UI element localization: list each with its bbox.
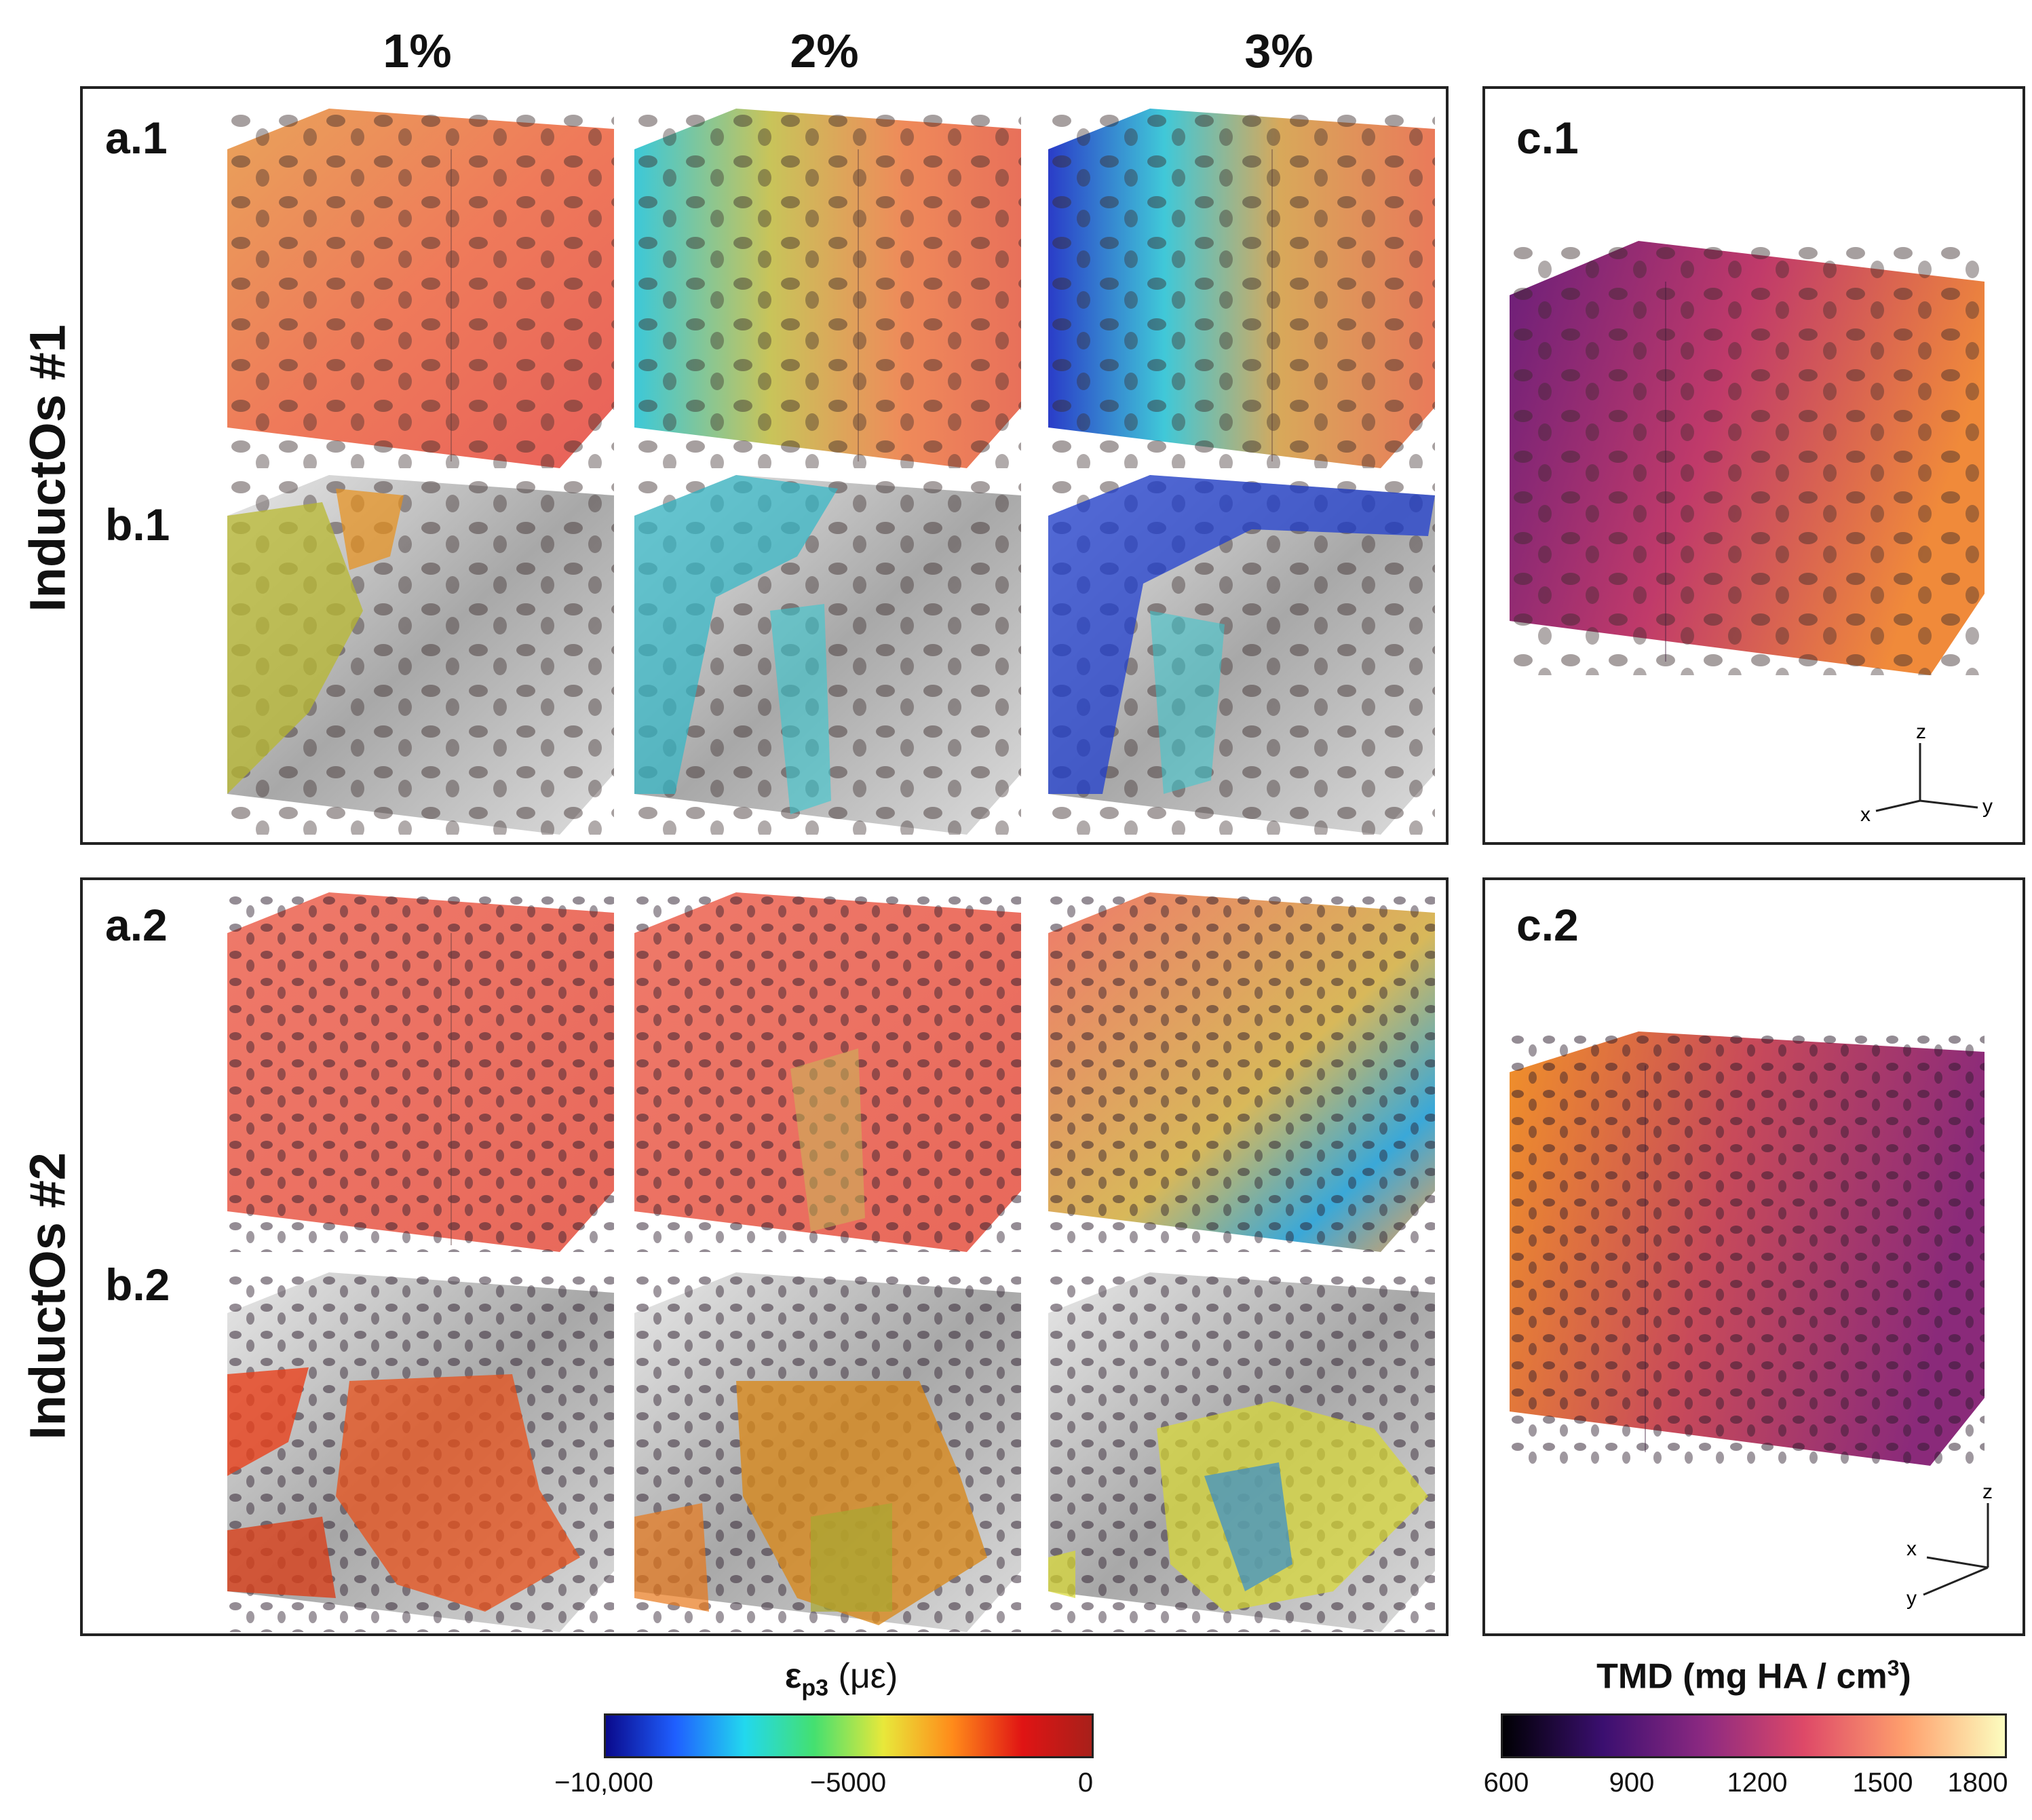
tmd-colorbar-title: TMD (mg HA / cm3) (1596, 1656, 1911, 1696)
cube-a1-1pct (227, 109, 614, 468)
row-label-inductos-1: InductOs #1 (19, 324, 76, 612)
column-header-2: 2% (790, 24, 859, 77)
panel-label-a2: a.2 (105, 900, 168, 950)
cube-c2-tmd (1510, 1031, 1985, 1466)
cube-b2-2pct (634, 1272, 1021, 1632)
cube-a2-2pct (634, 892, 1021, 1252)
cube-b1-1pct (227, 475, 614, 835)
axis-y-label: y (1982, 795, 1993, 818)
column-header-3: 3% (1244, 24, 1314, 77)
tmd-colorbar (1501, 1713, 2007, 1758)
tmd-tick-900: 900 (1609, 1768, 1655, 1798)
panel-label-b2: b.2 (105, 1259, 170, 1310)
cube-b2-3pct (1048, 1272, 1435, 1632)
strain-colorbar-title: εp3 (με) (784, 1656, 898, 1701)
cube-b1-3pct (1048, 475, 1435, 835)
cube-a2-3pct (1048, 892, 1435, 1252)
strain-tick-max: 0 (1077, 1768, 1094, 1798)
axis-triad-c2: z x y (1906, 1481, 1993, 1610)
axis-x-label: x (1860, 803, 1871, 826)
cube-b2-1pct (227, 1272, 614, 1632)
panel-label-a1: a.1 (105, 113, 168, 163)
panel-label-b1: b.1 (105, 499, 170, 550)
panel-label-c1: c.1 (1516, 113, 1579, 163)
strain-colorbar (604, 1713, 1094, 1758)
column-header-1: 1% (383, 24, 452, 77)
axis-x-label: x (1906, 1538, 1917, 1560)
tmd-tick-1800: 1800 (1947, 1768, 2008, 1798)
axis-y-label: y (1906, 1587, 1917, 1610)
row-label-inductos-2: InductOs #2 (19, 1152, 76, 1440)
cube-c1-tmd (1510, 241, 1985, 675)
tmd-tick-600: 600 (1483, 1768, 1529, 1798)
cube-b1-2pct (634, 475, 1021, 835)
cube-a1-2pct (634, 109, 1021, 468)
axis-z-label: z (1982, 1481, 1993, 1503)
strain-tick-mid: −5000 (809, 1768, 887, 1798)
tmd-tick-1500: 1500 (1852, 1768, 1913, 1798)
cube-a1-3pct (1048, 109, 1435, 468)
axis-z-label: z (1916, 721, 1926, 743)
strain-tick-min: −10,000 (554, 1768, 653, 1798)
panel-label-c2: c.2 (1516, 900, 1579, 950)
tmd-tick-1200: 1200 (1727, 1768, 1788, 1798)
axis-triad-c1: z y x (1860, 721, 1993, 826)
cube-a2-1pct (227, 892, 614, 1252)
